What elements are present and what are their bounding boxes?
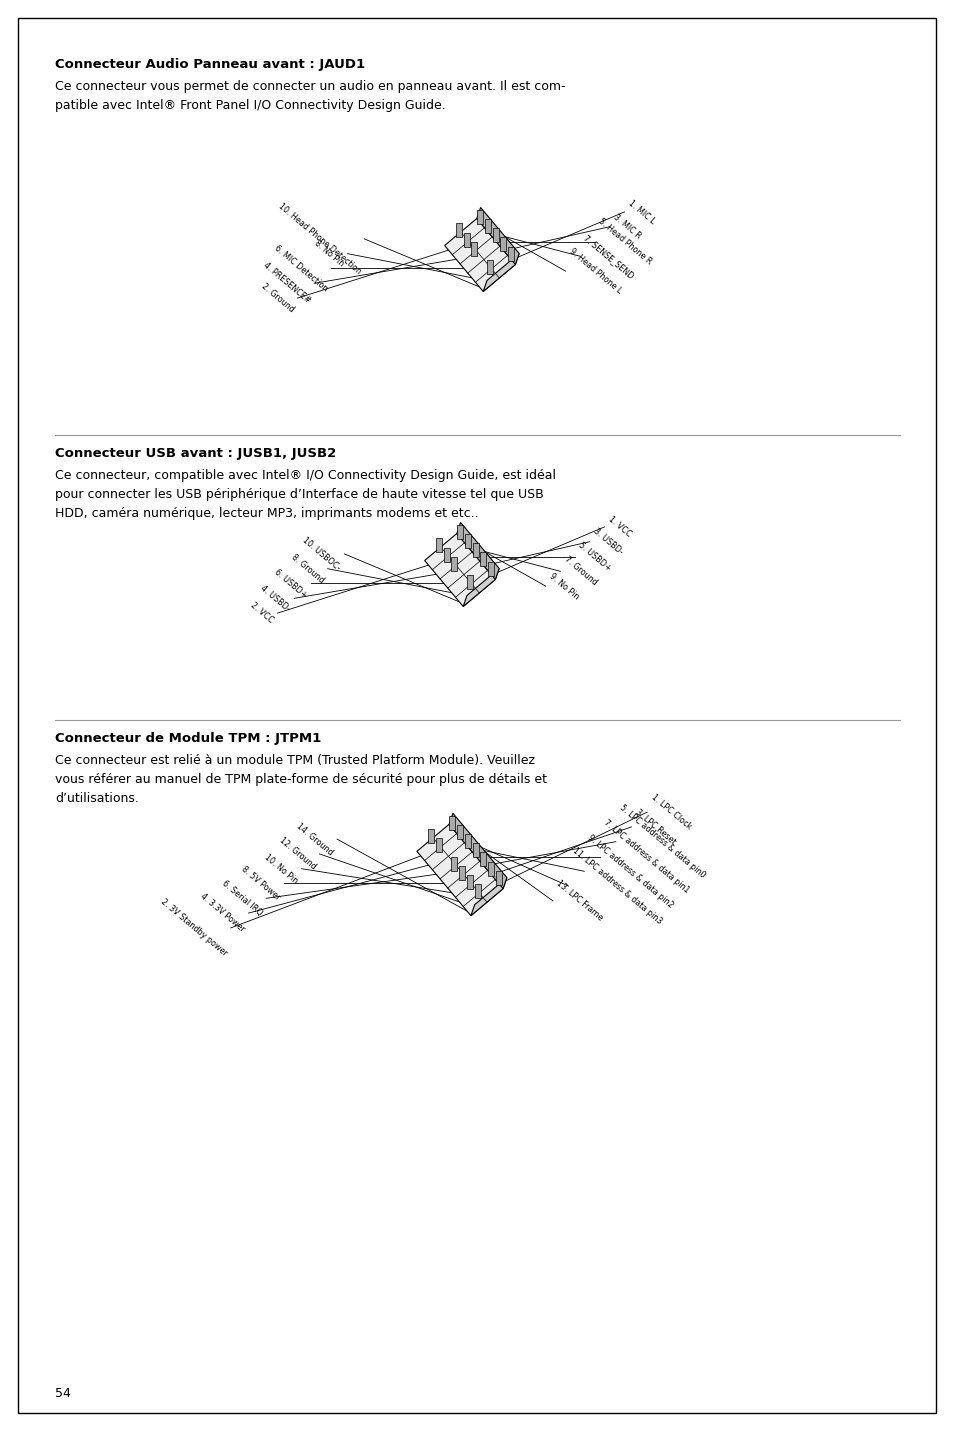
- Text: Ce connecteur, compatible avec Intel® I/O Connectivity Design Guide, est idéal: Ce connecteur, compatible avec Intel® I/…: [55, 469, 556, 482]
- Text: Connecteur de Module TPM : JTPM1: Connecteur de Module TPM : JTPM1: [55, 733, 321, 746]
- Text: 1. VCC: 1. VCC: [606, 515, 632, 539]
- Polygon shape: [456, 223, 461, 238]
- Text: 10. Head Phone Detection: 10. Head Phone Detection: [276, 202, 362, 276]
- Text: Ce connecteur vous permet de connecter un audio en panneau avant. Il est com-: Ce connecteur vous permet de connecter u…: [55, 80, 565, 93]
- Text: 9. LPC address & data pin2: 9. LPC address & data pin2: [586, 833, 675, 910]
- Polygon shape: [471, 242, 476, 256]
- Text: 11. LPC address & data pin3: 11. LPC address & data pin3: [570, 846, 662, 926]
- Text: 3. MIC R: 3. MIC R: [611, 213, 642, 240]
- Text: 5. Head Phone R: 5. Head Phone R: [597, 216, 653, 266]
- Text: 1. LPC Clock: 1. LPC Clock: [649, 793, 692, 831]
- Polygon shape: [456, 525, 462, 539]
- Polygon shape: [472, 544, 478, 557]
- Text: 1. MIC L: 1. MIC L: [626, 199, 656, 226]
- Polygon shape: [486, 260, 493, 275]
- Text: 4. USBD-: 4. USBD-: [259, 584, 292, 614]
- Text: 3. LPC Reset: 3. LPC Reset: [633, 807, 677, 846]
- Polygon shape: [471, 877, 506, 916]
- Text: 2. VCC: 2. VCC: [249, 601, 275, 625]
- Text: 7. Ground: 7. Ground: [561, 555, 598, 588]
- Text: 6. Serial IRQ: 6. Serial IRQ: [220, 879, 264, 917]
- Polygon shape: [449, 816, 455, 830]
- Polygon shape: [436, 839, 441, 853]
- Text: HDD, caméra numérique, lecteur MP3, imprimants modems et etc..: HDD, caméra numérique, lecteur MP3, impr…: [55, 507, 478, 519]
- Polygon shape: [507, 246, 514, 260]
- Polygon shape: [456, 824, 462, 839]
- Text: 6. USBD+: 6. USBD+: [273, 568, 309, 600]
- Text: 14. Ground: 14. Ground: [294, 821, 335, 857]
- Text: 8. No Pin: 8. No Pin: [313, 239, 345, 269]
- Text: 9. No Pin: 9. No Pin: [547, 571, 580, 601]
- Polygon shape: [492, 229, 498, 242]
- Polygon shape: [472, 843, 478, 857]
- Text: vous référer au manuel de TPM plate-forme de sécurité pour plus de détails et: vous référer au manuel de TPM plate-form…: [55, 773, 546, 786]
- Polygon shape: [449, 813, 506, 889]
- Polygon shape: [466, 575, 473, 590]
- Polygon shape: [463, 568, 498, 607]
- Text: pour connecter les USB périphérique d’Interface de haute vitesse tel que USB: pour connecter les USB périphérique d’In…: [55, 488, 543, 501]
- Polygon shape: [458, 866, 465, 880]
- Text: Connecteur USB avant : JUSB1, JUSB2: Connecteur USB avant : JUSB1, JUSB2: [55, 446, 335, 459]
- Text: 10. USBOC-: 10. USBOC-: [301, 535, 342, 572]
- Text: 9. Head Phone L: 9. Head Phone L: [567, 246, 622, 296]
- Polygon shape: [487, 561, 494, 575]
- Polygon shape: [424, 534, 495, 607]
- Polygon shape: [416, 824, 502, 916]
- Polygon shape: [443, 548, 449, 561]
- Polygon shape: [444, 219, 515, 292]
- Polygon shape: [484, 219, 490, 233]
- Polygon shape: [428, 829, 434, 843]
- Polygon shape: [474, 884, 480, 899]
- Text: 8. 5V Power: 8. 5V Power: [239, 864, 282, 902]
- Text: Connecteur Audio Panneau avant : JAUD1: Connecteur Audio Panneau avant : JAUD1: [55, 59, 365, 72]
- Polygon shape: [487, 861, 494, 876]
- Polygon shape: [451, 557, 457, 571]
- Text: d’utilisations.: d’utilisations.: [55, 791, 139, 806]
- Polygon shape: [499, 238, 506, 252]
- Text: 3. USBD-: 3. USBD-: [591, 527, 624, 557]
- Text: 7. SENSE_SEND: 7. SENSE_SEND: [581, 233, 636, 280]
- Polygon shape: [496, 871, 501, 884]
- Polygon shape: [464, 834, 471, 849]
- Text: Ce connecteur est relié à un module TPM (Trusted Platform Module). Veuillez: Ce connecteur est relié à un module TPM …: [55, 754, 535, 767]
- Text: 2. 3V Standby power: 2. 3V Standby power: [158, 897, 229, 959]
- Text: 4. PRESENCE#: 4. PRESENCE#: [261, 260, 312, 306]
- Text: 10. No Pin: 10. No Pin: [263, 853, 299, 886]
- Text: 5. LPC address & data pin0: 5. LPC address & data pin0: [618, 803, 706, 880]
- Polygon shape: [464, 534, 471, 548]
- Polygon shape: [456, 522, 498, 580]
- Polygon shape: [476, 210, 482, 223]
- Polygon shape: [482, 253, 518, 292]
- Text: 5. USBD+: 5. USBD+: [577, 541, 613, 572]
- Polygon shape: [436, 538, 441, 552]
- Text: 13. LPC Frame: 13. LPC Frame: [555, 879, 604, 923]
- Polygon shape: [479, 853, 486, 866]
- Text: 4. 3.3V Power: 4. 3.3V Power: [198, 892, 246, 934]
- Polygon shape: [463, 233, 469, 246]
- Polygon shape: [466, 876, 473, 889]
- Text: 7. LPC address & data pin1: 7. LPC address & data pin1: [601, 819, 690, 894]
- Text: 54: 54: [55, 1387, 71, 1400]
- Text: 2. Ground: 2. Ground: [259, 282, 295, 315]
- Text: 8. Ground: 8. Ground: [289, 552, 325, 585]
- Text: patible avec Intel® Front Panel I/O Connectivity Design Guide.: patible avec Intel® Front Panel I/O Conn…: [55, 99, 445, 112]
- Text: 12. Ground: 12. Ground: [277, 836, 317, 871]
- Polygon shape: [476, 207, 518, 265]
- Text: 6. MIC Detection: 6. MIC Detection: [272, 243, 329, 293]
- Polygon shape: [479, 552, 486, 567]
- Polygon shape: [451, 857, 457, 870]
